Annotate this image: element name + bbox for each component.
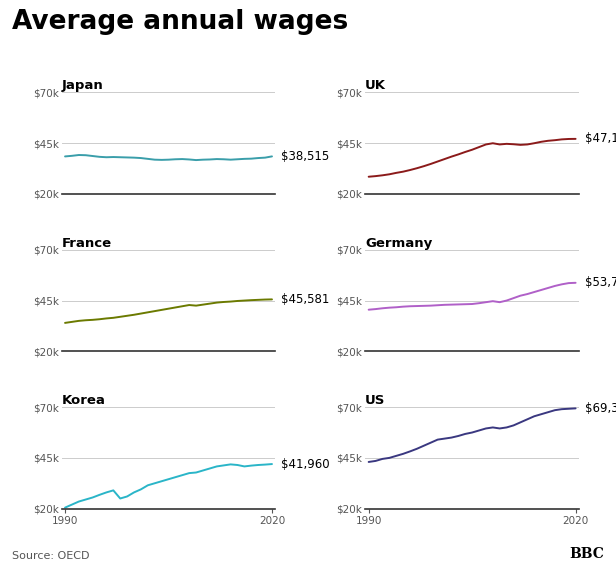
Text: $69,392: $69,392: [585, 402, 616, 415]
Text: UK: UK: [365, 79, 386, 92]
Text: France: France: [62, 236, 111, 250]
Text: Source: OECD: Source: OECD: [12, 551, 90, 561]
Text: Korea: Korea: [62, 394, 105, 407]
Text: Germany: Germany: [365, 236, 432, 250]
Text: $47,147: $47,147: [585, 132, 616, 146]
Text: $53,745: $53,745: [585, 276, 616, 290]
Text: $38,515: $38,515: [281, 150, 329, 163]
Text: $45,581: $45,581: [281, 293, 330, 306]
Text: US: US: [365, 394, 386, 407]
Text: Japan: Japan: [62, 79, 103, 92]
Text: BBC: BBC: [569, 547, 604, 561]
Text: $41,960: $41,960: [281, 458, 330, 470]
Text: Average annual wages: Average annual wages: [12, 9, 349, 35]
